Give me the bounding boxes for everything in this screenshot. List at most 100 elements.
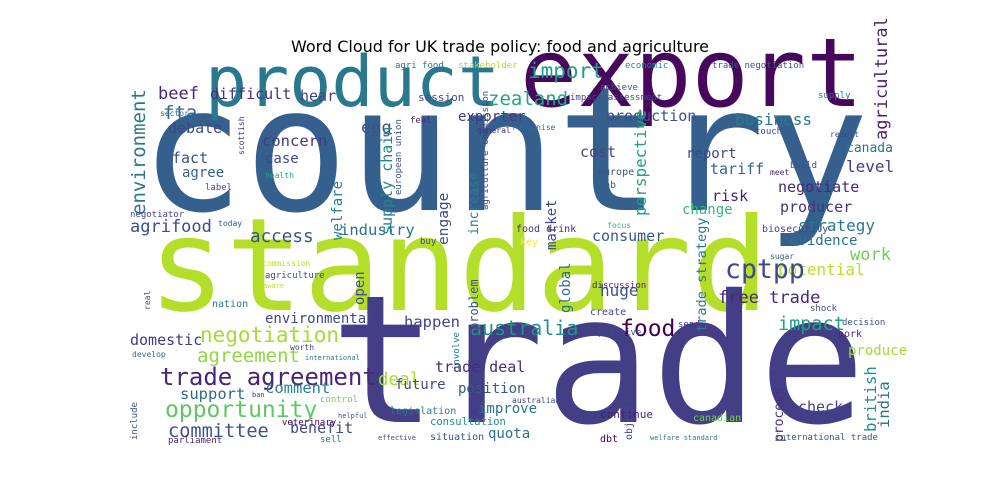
word: india [875,381,893,428]
word: producer [780,198,852,216]
word: agri food [395,61,444,71]
word: continue [600,408,653,421]
word: cptpp [725,254,805,285]
word: agreement [197,345,300,367]
word: trade negotiation [712,61,804,71]
word: job [598,180,616,191]
word: feel [410,116,432,126]
word: health [265,171,294,180]
word: risk [712,187,748,205]
word: fta [163,102,197,124]
word: change [682,202,733,218]
word: evidence [790,233,857,249]
word: build [790,161,817,171]
word: improve [478,401,537,417]
word: veterinary [282,418,337,428]
word: develop [132,350,166,359]
word: sell [320,435,342,445]
word: parliament [168,436,222,446]
word: standard [148,191,769,341]
word: role [170,193,189,202]
word: cost [580,143,616,161]
word: positive [598,328,641,338]
word: egg [361,118,392,138]
word: recognise [512,123,556,132]
word: food drink [516,224,576,235]
word: today [218,219,242,228]
word: buy [420,237,437,247]
word: domestic [130,331,202,349]
word: objective [624,386,635,440]
word: key [520,237,538,248]
word: concern [262,132,327,150]
word: debate [168,119,222,137]
word: dbt [600,434,618,445]
chart-title: Word Cloud for UK trade policy: food and… [291,37,709,56]
word: import [528,59,604,83]
word: nation [212,299,248,310]
word: touch [755,127,782,137]
word: sector [160,109,189,118]
word: beef [158,84,199,104]
word: negotiation [200,323,339,347]
word: effective [378,434,416,442]
word: canadian [693,413,741,424]
word: agriculture [265,271,325,281]
word: decision [842,318,885,328]
word: zealand [488,88,568,110]
word: comment [265,379,330,397]
word: welfare standard [650,434,717,442]
word: market [544,199,560,250]
word: negotiator [130,210,185,220]
word: free trade [718,288,820,308]
word: result [830,130,859,139]
word: achieve [600,83,638,93]
word: consultation [430,416,506,428]
word: involve [452,332,462,370]
word: industry [340,221,415,239]
word: check [798,398,843,416]
word: open [352,271,368,305]
word: economic [625,61,668,71]
word: environment [128,89,150,215]
word: fact [172,149,208,167]
word: australian [512,396,560,405]
word: problem [467,279,481,330]
word: international [305,354,360,362]
word: agrifood [130,217,212,237]
word: canada [846,141,893,156]
word: include [130,402,140,440]
word: work [850,245,891,265]
word: produce [848,343,907,359]
word: position [458,381,525,397]
word: label [205,183,232,193]
word: agricultural [872,17,892,140]
word: trade deal [435,358,525,376]
word: stakeholder [458,61,518,71]
word: quota [488,426,530,442]
word: strategy [798,216,875,235]
word: european union [394,119,404,195]
word: product [205,41,500,123]
word: huge [600,281,639,300]
word: agree [182,165,224,181]
word: support [180,385,245,403]
word: biosecurity [762,224,828,235]
word: sugar [770,252,794,261]
word: worth [290,343,314,352]
word: committee [168,421,269,442]
word: international trade [775,433,878,443]
word: commission [262,259,310,268]
word: opportunity [165,397,317,423]
word: trade agreement [160,363,377,391]
word: happen [404,313,460,331]
word: trade [330,257,866,464]
word: pork [838,329,862,340]
word: create [590,307,626,318]
word: potential [778,260,865,279]
word: process [772,387,787,442]
word: agriculture commission [481,91,491,210]
word: shock [810,304,838,314]
